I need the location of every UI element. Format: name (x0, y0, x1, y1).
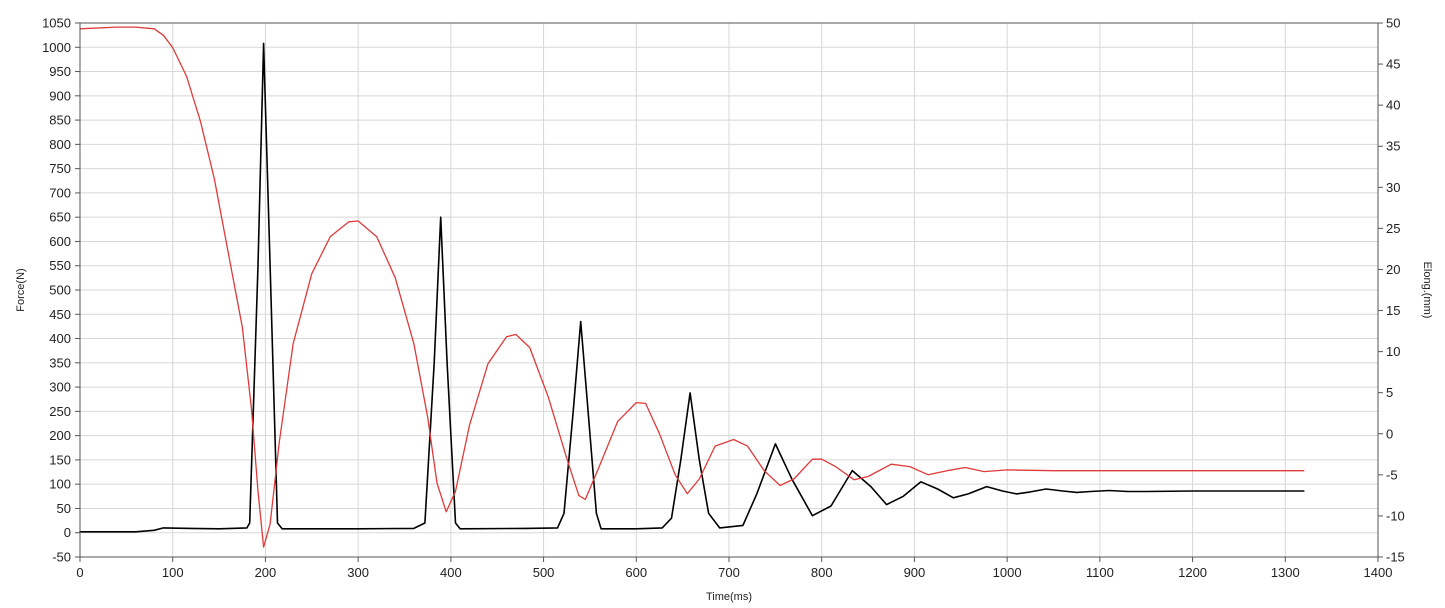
y-tick-label: 250 (49, 404, 71, 419)
x-tick-label: 600 (625, 565, 647, 580)
y-tick-label: 100 (49, 477, 71, 492)
y-tick-label: 950 (49, 64, 71, 79)
y-tick-label: 750 (49, 161, 71, 176)
y-tick-label: 650 (49, 210, 71, 225)
y-tick-label: 1000 (42, 40, 71, 55)
y-tick-label: 850 (49, 113, 71, 128)
y2-tick-label: 50 (1386, 16, 1400, 31)
y2-tick-label: 35 (1386, 139, 1400, 154)
y-tick-label: 800 (49, 137, 71, 152)
y-tick-label: 500 (49, 283, 71, 298)
y-tick-label: 350 (49, 355, 71, 370)
x-tick-label: 400 (440, 565, 462, 580)
y2-tick-label: -15 (1386, 550, 1405, 565)
y-tick-label: 900 (49, 88, 71, 103)
y-tick-label: 1050 (42, 16, 71, 31)
series-line-force (79, 42, 1305, 533)
x-tick-label: 300 (347, 565, 369, 580)
x-tick-label: 0 (76, 565, 83, 580)
y2-tick-label: 5 (1386, 385, 1393, 400)
y-tick-label: 550 (49, 258, 71, 273)
y-tick-label: 150 (49, 452, 71, 467)
x-tick-label: 700 (718, 565, 740, 580)
series-layer (79, 26, 1305, 548)
y-axis-title: Force(N) (15, 268, 27, 311)
x-tick-label: 1000 (993, 565, 1022, 580)
y2-tick-label: 0 (1386, 426, 1393, 441)
y-tick-label: 50 (57, 501, 71, 516)
y2-tick-label: 30 (1386, 180, 1400, 195)
x-tick-label: 500 (533, 565, 555, 580)
y2-tick-label: 15 (1386, 303, 1400, 318)
y-tick-label: 400 (49, 331, 71, 346)
y-tick-label: -50 (52, 550, 71, 565)
y-tick-label: 0 (64, 525, 71, 540)
x-axis-title: Time(ms) (706, 591, 752, 603)
y2-tick-label: 25 (1386, 221, 1400, 236)
x-tick-label: 800 (811, 565, 833, 580)
y2-tick-label: 45 (1386, 57, 1400, 72)
x-tick-label: 200 (255, 565, 277, 580)
y-tick-label: 450 (49, 307, 71, 322)
x-tick-label: 1300 (1271, 565, 1300, 580)
axes: 0 100 200 300 400 500 600 700 800 900 1000 1100 1200… (42, 16, 1405, 581)
y-tick-label: 300 (49, 380, 71, 395)
y-tick-label: 700 (49, 185, 71, 200)
x-tick-label: 1100 (1086, 565, 1114, 580)
y2-tick-label: 40 (1386, 98, 1400, 113)
y-tick-label: 600 (49, 234, 71, 249)
x-tick-label: 1200 (1178, 565, 1207, 580)
y-tick-label: 200 (49, 428, 71, 443)
x-tick-label: 100 (162, 565, 184, 580)
series-line-elongation (79, 26, 1305, 548)
y2-tick-label: 20 (1386, 262, 1400, 277)
y2-tick-label: -5 (1386, 467, 1398, 482)
plot-frame (79, 22, 1379, 558)
x-tick-label: 1400 (1364, 565, 1393, 580)
y2-axis-title: Elong.(mm) (1421, 262, 1433, 319)
x-tick-label: 900 (904, 565, 926, 580)
y2-tick-label: -10 (1386, 508, 1405, 523)
y2-tick-label: 10 (1386, 344, 1400, 359)
